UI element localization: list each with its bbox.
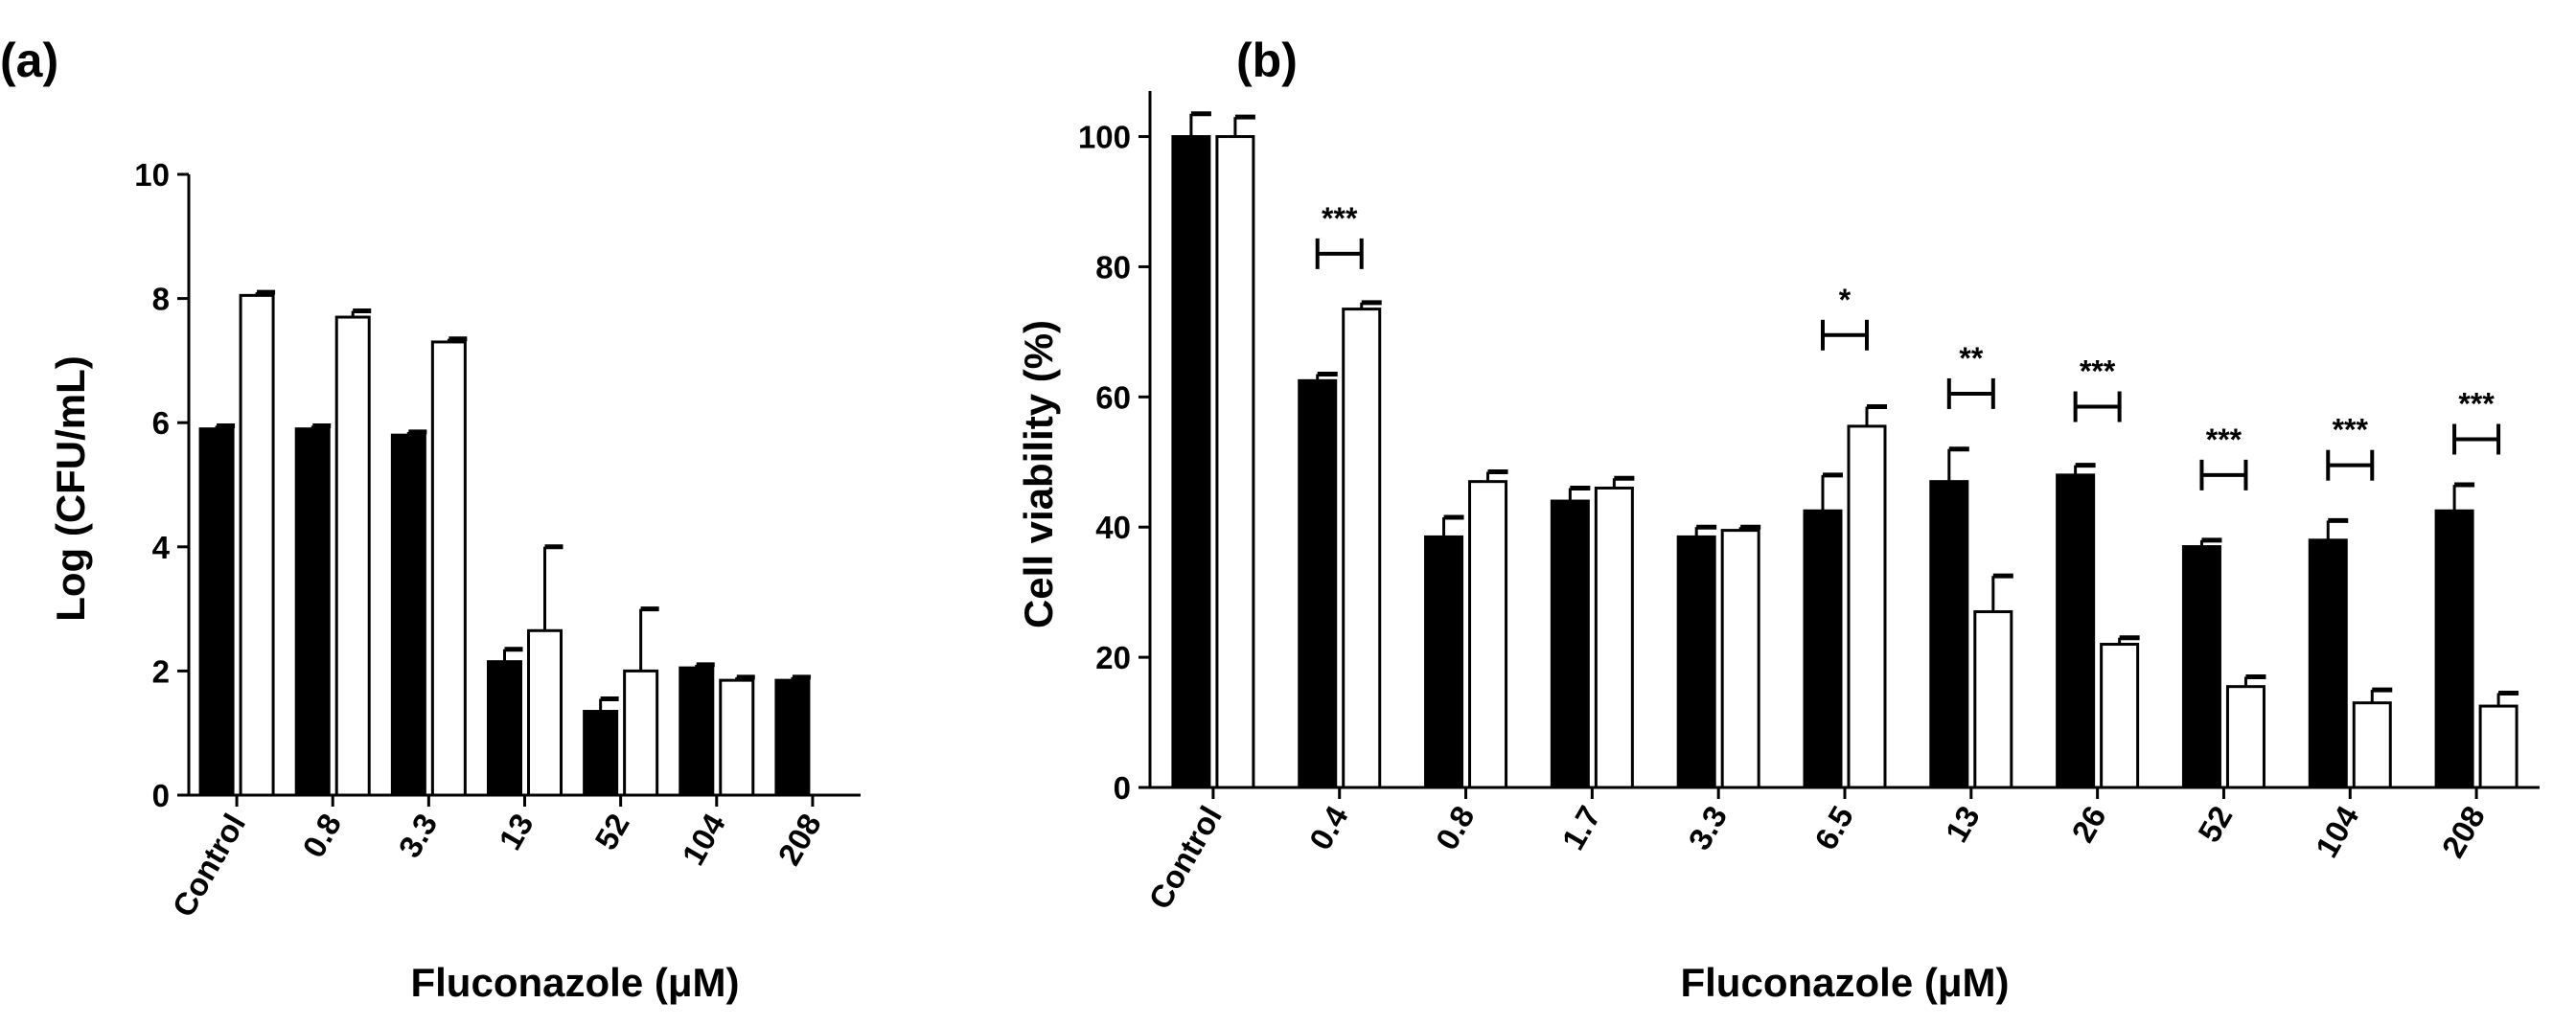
panel-b-significance-label: ***	[2080, 354, 2116, 389]
panel-a-bar	[583, 710, 619, 797]
panel-b-significance-label: **	[1959, 341, 1983, 376]
panel-b-x-tick-label: 52	[2191, 800, 2239, 848]
panel-b-y-tick-label: 20	[1095, 640, 1131, 675]
panel-b-bar	[1803, 509, 1843, 789]
panel-b-x-tick-label: Control	[1141, 800, 1229, 915]
panel-b-x-tick-label: 26	[2064, 800, 2112, 848]
panel-b-y-tick-label: 40	[1095, 510, 1131, 545]
panel-b-bar	[2056, 473, 2096, 789]
panel-a-x-tick-label: 13	[492, 808, 540, 855]
panel-a-bar	[198, 427, 235, 797]
panel-b-bar	[1171, 135, 1211, 789]
panel-b-bar	[1550, 499, 1590, 789]
panel-a-x-tick-label: 208	[770, 808, 828, 871]
panel-b-x-axis-title: Fluconazole (μM)	[1680, 960, 2009, 1005]
panel-b-significance-label: ***	[2333, 413, 2369, 447]
panel-b-bar	[1720, 529, 1760, 789]
panel-b-bar	[1973, 610, 2013, 789]
panel-b-significance-label: ***	[2458, 387, 2495, 422]
panel-b-bar	[1847, 424, 1887, 789]
panel-b-bar	[1424, 535, 1464, 789]
panel-a-y-tick-label: 0	[152, 778, 170, 813]
panel-b-bar	[1929, 480, 1969, 789]
panel-b-y-tick-label: 100	[1078, 120, 1131, 155]
panel-b-bar	[1676, 535, 1716, 789]
panel-b-bar	[2478, 704, 2518, 789]
panel-a: (a) Log (CFU/mL) Fluconazole (μM) 0 2 4 6 8 1…	[0, 34, 861, 1005]
panel-a-bar	[430, 340, 467, 797]
panel-b-bar	[2181, 545, 2221, 789]
panel-b-x-tick-label: 0.8	[1429, 800, 1482, 855]
panel-a-x-tick-label: 52	[587, 808, 635, 855]
panel-a-bar	[719, 678, 755, 797]
panel-b-significance-label: ***	[1322, 201, 1358, 236]
panel-b-significance-label: ***	[2206, 422, 2242, 457]
panel-b-x-tick-label: 208	[2435, 800, 2493, 863]
panel-a-label: (a)	[0, 34, 58, 87]
panel-a-bar	[334, 315, 371, 797]
panel-b: (b) Cell viability (%) Fluconazole (μM) …	[1016, 34, 2540, 1005]
panel-a-bar	[294, 427, 331, 797]
panel-a-y-tick-label: 6	[152, 405, 170, 441]
panel-b-y-axis-title: Cell viability (%)	[1016, 320, 1061, 628]
panel-a-bar	[487, 660, 522, 797]
panel-b-bar	[2308, 538, 2348, 789]
panel-b-x-tick-label: 104	[2309, 799, 2366, 863]
panel-b-x-tick-label: 13	[1938, 800, 1986, 848]
panel-b-y-tick-label: 0	[1114, 770, 1131, 806]
panel-a-bar	[774, 678, 811, 797]
panel-b-bar	[2225, 685, 2266, 789]
panel-b-x-tick-label: 6.5	[1807, 800, 1860, 855]
panel-a-bar	[623, 669, 659, 797]
panel-b-bar	[2352, 701, 2392, 789]
panel-b-bar	[2434, 509, 2474, 789]
panel-b-x-tick-label: 0.4	[1302, 799, 1355, 855]
panel-b-y-tick-label: 60	[1095, 379, 1131, 415]
panel-b-x-tick-label: 3.3	[1681, 800, 1734, 855]
panel-a-plot-area: 0 2 4 6 8 10 Control 0.8 3.3 13 52 104 208	[134, 157, 861, 923]
panel-b-label: (b)	[1236, 34, 1298, 87]
panel-a-x-tick-label: 104	[675, 807, 732, 871]
panel-b-bar	[1594, 486, 1634, 789]
panel-b-plot-area: 0 20 40 60 80 100 Control 0.4 0.8 1.7 3.3 6.5 13 26 52…	[1078, 91, 2540, 915]
panel-a-y-tick-label: 4	[152, 530, 171, 565]
panel-a-x-tick-label: Control	[165, 808, 252, 923]
panel-b-bar	[2100, 643, 2140, 789]
panel-a-x-tick-label: 3.3	[391, 808, 444, 863]
panel-b-bar	[1342, 308, 1382, 789]
panel-b-bar	[1298, 378, 1338, 789]
panel-b-bar	[1215, 135, 1255, 789]
panel-b-significance-label: *	[1839, 283, 1852, 317]
panel-a-y-axis-title: Log (CFU/mL)	[48, 355, 93, 622]
panel-a-x-axis-title: Fluconazole (μM)	[410, 960, 739, 1005]
panel-a-y-tick-label: 10	[134, 157, 170, 193]
panel-a-bar	[527, 628, 563, 797]
panel-a-bar	[390, 433, 426, 797]
panel-a-bar	[678, 666, 715, 797]
panel-b-y-tick-label: 80	[1095, 249, 1131, 285]
panel-a-x-tick-label: 0.8	[295, 808, 348, 863]
panel-a-y-tick-label: 8	[152, 282, 170, 317]
panel-b-x-tick-label: 1.7	[1554, 800, 1607, 855]
panel-a-y-tick-label: 2	[152, 653, 170, 689]
panel-b-bar	[1468, 480, 1508, 789]
panel-a-bar	[239, 293, 275, 797]
